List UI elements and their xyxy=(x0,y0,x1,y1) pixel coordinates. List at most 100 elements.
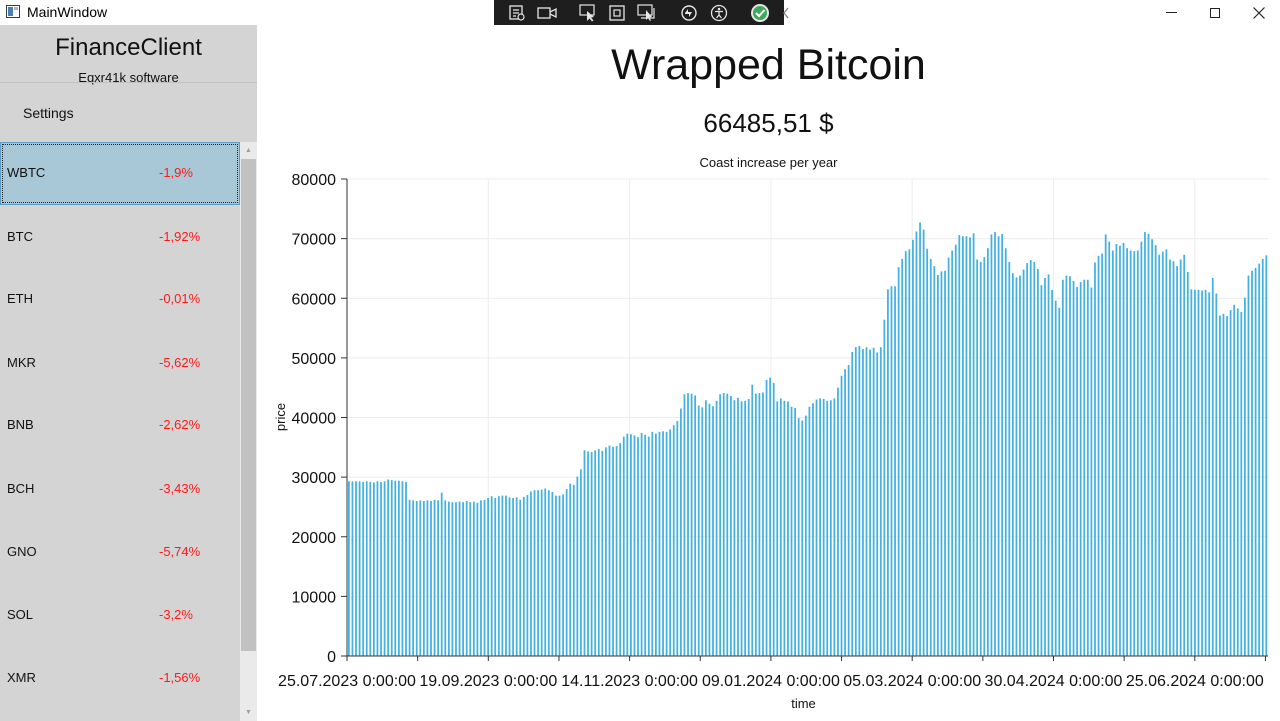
price-bar xyxy=(1101,253,1103,656)
price-bar xyxy=(1240,311,1243,656)
price-bar xyxy=(490,496,493,656)
price-bar xyxy=(926,248,929,656)
app-subtitle: Eqxr41k software xyxy=(78,70,179,85)
coin-list-item[interactable]: ETH -0,01% xyxy=(0,268,240,331)
price-bar xyxy=(1061,279,1064,656)
coin-list-item[interactable]: BCH -3,43% xyxy=(0,458,240,521)
live-visual-tree-icon[interactable] xyxy=(508,4,526,22)
price-bar xyxy=(576,476,579,656)
price-bar xyxy=(1133,251,1136,656)
price-bar xyxy=(969,237,971,656)
scroll-up-arrow-icon[interactable]: ▲ xyxy=(245,147,252,154)
coin-list-item[interactable]: XMR -1,56% xyxy=(0,647,240,710)
price-bar xyxy=(483,499,486,656)
scroll-down-arrow-icon[interactable]: ▼ xyxy=(245,709,252,716)
x-tick-label: 25.07.2023 0:00:00 xyxy=(278,673,416,690)
coin-list-item[interactable]: SOL -3,2% xyxy=(0,584,240,647)
coin-list-item[interactable]: MKR -5,62% xyxy=(0,332,240,395)
price-bar xyxy=(872,347,875,656)
coin-list-item[interactable]: BNB -2,62% xyxy=(0,394,240,457)
price-bar xyxy=(701,407,704,656)
price-bar xyxy=(829,400,832,656)
coin-change: -2,62% xyxy=(159,417,201,432)
coin-symbol: MKR xyxy=(7,355,36,370)
price-bar xyxy=(580,469,582,656)
price-bar xyxy=(690,393,693,656)
accessibility-icon[interactable] xyxy=(710,4,728,22)
coin-list-item[interactable]: BTC -1,92% xyxy=(0,206,240,269)
price-bar xyxy=(697,405,700,656)
close-icon xyxy=(1253,6,1265,19)
price-bar xyxy=(444,500,447,656)
coin-list[interactable]: WBTC -1,9% BTC -1,92% ETH -0,01% MKR -5,… xyxy=(0,142,240,721)
price-bar xyxy=(1029,260,1032,656)
price-bar xyxy=(726,393,729,656)
price-bar xyxy=(815,399,818,656)
checkmark-icon[interactable] xyxy=(750,3,770,22)
price-bar xyxy=(979,261,982,656)
price-bar xyxy=(787,401,789,656)
price-bar xyxy=(440,492,443,656)
coin-list-item[interactable]: WBTC -1,9% xyxy=(0,142,240,205)
y-tick-label: 80000 xyxy=(292,172,337,189)
price-bar xyxy=(779,398,782,656)
price-bar xyxy=(1119,245,1121,656)
track-focus-icon[interactable] xyxy=(637,3,657,22)
price-bar xyxy=(965,236,968,656)
price-bar xyxy=(1126,248,1128,657)
price-bar xyxy=(1165,249,1168,657)
price-bar xyxy=(808,406,811,656)
video-camera-icon[interactable] xyxy=(537,4,557,22)
y-axis-title: price xyxy=(273,403,288,431)
collapse-chevron-icon[interactable] xyxy=(781,4,791,22)
price-bar xyxy=(494,497,497,656)
price-bar xyxy=(754,393,757,656)
settings-menu-item[interactable]: Settings xyxy=(23,105,74,121)
price-bar xyxy=(1176,266,1178,656)
minimize-button[interactable] xyxy=(1148,0,1194,25)
price-bar xyxy=(676,421,679,656)
price-bar xyxy=(687,393,689,656)
price-bar xyxy=(1008,261,1011,656)
app-window-icon xyxy=(6,5,20,18)
scrollbar-thumb[interactable] xyxy=(241,159,256,651)
price-bar xyxy=(908,249,911,657)
coin-symbol: BCH xyxy=(7,481,35,496)
price-bar xyxy=(544,488,547,656)
price-bar xyxy=(355,481,357,656)
coin-list-item[interactable]: GNO -5,74% xyxy=(0,521,240,584)
price-bar xyxy=(376,481,379,656)
price-bar xyxy=(1022,269,1025,656)
display-layout-adorners-icon[interactable] xyxy=(608,4,626,22)
price-bar xyxy=(447,501,450,656)
price-bar xyxy=(1179,259,1182,656)
price-bar xyxy=(487,497,489,656)
price-bar xyxy=(901,258,904,656)
price-bar xyxy=(801,420,804,656)
price-bar xyxy=(744,400,747,656)
price-bar xyxy=(986,248,989,657)
close-button[interactable] xyxy=(1236,0,1280,25)
price-bar xyxy=(387,479,390,656)
price-bar xyxy=(994,232,996,656)
list-scrollbar[interactable]: ▲ ▼ xyxy=(240,142,257,721)
x-tick-label: 25.06.2024 0:00:00 xyxy=(1126,673,1264,690)
price-bar xyxy=(422,500,425,656)
price-bar xyxy=(1265,255,1268,656)
hot-reload-icon[interactable] xyxy=(679,4,699,22)
price-bar xyxy=(419,500,422,656)
price-bar xyxy=(869,349,871,656)
price-bar xyxy=(462,502,465,656)
price-bar xyxy=(1158,254,1161,656)
price-bar xyxy=(426,500,429,656)
price-bar xyxy=(465,500,468,656)
price-chart: 0 10000 20000 30000 40000 50000 60000 70000 8000… xyxy=(273,172,1268,711)
maximize-button[interactable] xyxy=(1192,0,1238,25)
price-bar xyxy=(362,481,365,656)
price-bar xyxy=(1151,239,1153,656)
price-bar xyxy=(1004,248,1007,657)
price-bar xyxy=(351,481,354,656)
price-bar xyxy=(1122,242,1125,657)
price-bar xyxy=(1247,275,1250,656)
select-element-icon[interactable] xyxy=(579,3,597,22)
